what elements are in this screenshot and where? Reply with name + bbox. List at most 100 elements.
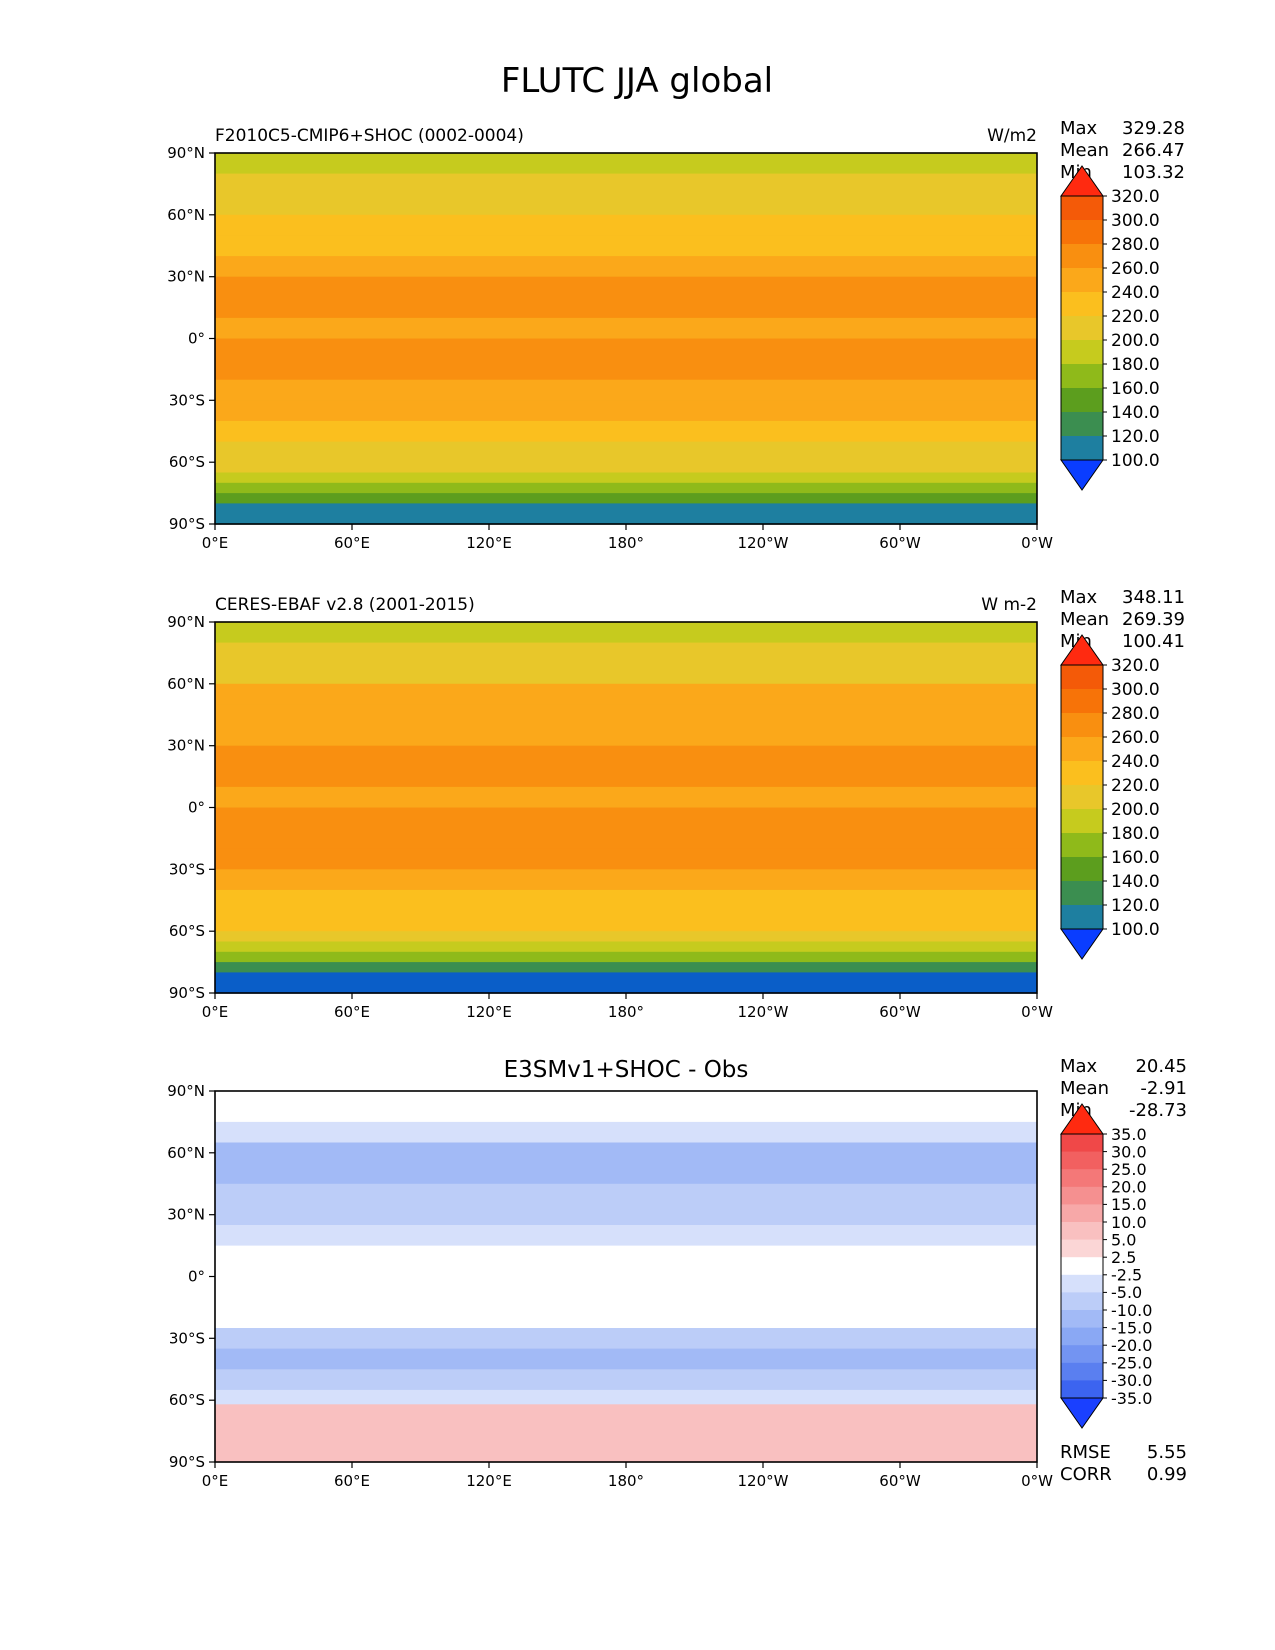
panel-2-max-label: Max — [1060, 587, 1098, 608]
panel-3-min-value: -28.73 — [1129, 1100, 1187, 1121]
lon-tick-label: 180° — [608, 1472, 644, 1490]
colorbar-tick-label: 25.0 — [1111, 1160, 1147, 1179]
field-band-lat-50 — [215, 704, 1037, 726]
panel-3-skill: RMSE 5.55 CORR 0.99 — [1060, 1442, 1187, 1485]
panel-1-lon-ticks: 0°E 60°E 120°E 180° 120°W 60°W 0°W — [202, 524, 1053, 552]
colorbar-tick-label: 30.0 — [1111, 1142, 1147, 1161]
lat-tick-label: 30°N — [167, 737, 205, 755]
lat-tick-label: 60°N — [167, 206, 205, 224]
field-band-lat--70 — [215, 482, 1037, 494]
field-band-lat--70 — [215, 1420, 1037, 1442]
field-band-lat--70 — [215, 951, 1037, 963]
colorbar-tick-label: -35.0 — [1111, 1389, 1152, 1408]
field-band-lat--10 — [215, 828, 1037, 850]
colorbar-extend-min — [1060, 928, 1104, 960]
lat-tick-label: 30°N — [167, 268, 205, 286]
colorbar-tick-label: -25.0 — [1111, 1354, 1152, 1373]
field-band-lat-30 — [215, 745, 1037, 767]
lon-tick-label: 0°W — [1021, 1472, 1053, 1490]
panel-1-mean-label: Mean — [1060, 140, 1109, 161]
colorbar-tick-label: 100.0 — [1111, 451, 1160, 471]
lon-tick-label: 120°E — [466, 1003, 512, 1021]
panel-2-units: W m-2 — [981, 595, 1037, 615]
field-band-lat-80 — [215, 173, 1037, 195]
lat-tick-label: 90°N — [167, 613, 205, 631]
colorbar-segment — [1061, 340, 1103, 365]
colorbar-frame — [1060, 1133, 1104, 1399]
field-band-lat-85 — [215, 1101, 1037, 1123]
field-band-lat--15 — [215, 1307, 1037, 1329]
panel-2-map-field — [215, 622, 1037, 994]
colorbar-tick-label: 120.0 — [1111, 427, 1160, 447]
colorbar-segment — [1061, 1151, 1103, 1170]
panel-1-max-value: 329.28 — [1122, 118, 1185, 139]
panel-2-stats: Max 348.11 Mean 269.39 Min 100.41 — [1060, 587, 1185, 652]
field-band-lat--50 — [215, 910, 1037, 932]
colorbar-segment — [1061, 809, 1103, 834]
field-band-lat--65 — [215, 472, 1037, 484]
field-band-lat-65 — [215, 1142, 1037, 1164]
lon-tick-label: 0°W — [1021, 534, 1053, 552]
colorbar-segment — [1061, 857, 1103, 882]
field-band-lat-70 — [215, 663, 1037, 685]
lat-tick-label: 30°S — [169, 860, 205, 878]
colorbar-tick-label: 180.0 — [1111, 824, 1160, 844]
field-band-lat--62 — [215, 1404, 1037, 1422]
field-band-lat--60 — [215, 931, 1037, 943]
colorbar-segment — [1061, 665, 1103, 690]
colorbar-extend-min — [1060, 1397, 1104, 1429]
panel-3-corr-value: 0.99 — [1147, 1464, 1187, 1485]
lon-tick-label: 180° — [608, 1003, 644, 1021]
colorbar-tick-label: 280.0 — [1111, 704, 1160, 724]
colorbar-tick-label: 200.0 — [1111, 331, 1160, 351]
colorbar-tick-label: 120.0 — [1111, 896, 1160, 916]
field-band-lat--20 — [215, 848, 1037, 870]
colorbar-tick-label: 220.0 — [1111, 776, 1160, 796]
panel-3-rmse-value: 5.55 — [1147, 1442, 1187, 1463]
colorbar-frame — [1060, 664, 1104, 930]
colorbar-segment — [1061, 1292, 1103, 1311]
colorbar-tick-label: 320.0 — [1111, 656, 1160, 676]
panel-3-max-value: 20.45 — [1135, 1056, 1187, 1077]
field-band-lat-10 — [215, 786, 1037, 809]
colorbar-tick-label: 300.0 — [1111, 211, 1160, 231]
colorbar-tick-label: -30.0 — [1111, 1371, 1152, 1390]
colorbar-tick-label: 240.0 — [1111, 283, 1160, 303]
panel-1-max-label: Max — [1060, 118, 1098, 139]
lon-tick-label: 60°W — [879, 1472, 921, 1490]
field-band-lat--35 — [215, 1348, 1037, 1370]
colorbar-tick-label: 20.0 — [1111, 1178, 1147, 1197]
panel-1-mean-value: 266.47 — [1122, 140, 1185, 161]
colorbar-segment — [1061, 713, 1103, 738]
figure-title: FLUTC JJA global — [501, 61, 773, 101]
colorbar-segment — [1061, 1380, 1103, 1399]
lon-tick-label: 0°E — [202, 1003, 229, 1021]
field-band-lat--40 — [215, 420, 1037, 443]
colorbar-tick-label: 180.0 — [1111, 355, 1160, 375]
colorbar-tick-label: -5.0 — [1111, 1283, 1142, 1302]
colorbar-segment — [1061, 412, 1103, 437]
field-band-lat-20 — [215, 297, 1037, 319]
field-band-lat-45 — [215, 1183, 1037, 1205]
colorbar-tick-label: 2.5 — [1111, 1248, 1136, 1267]
lon-tick-label: 60°W — [879, 534, 921, 552]
lat-tick-label: 90°S — [169, 515, 205, 533]
colorbar-tick-label: 35.0 — [1111, 1125, 1147, 1144]
field-band-lat--80 — [215, 1441, 1037, 1463]
field-band-lat-60 — [215, 214, 1037, 236]
field-band-lat-5 — [215, 1266, 1037, 1288]
field-band-lat--30 — [215, 869, 1037, 891]
colorbar-segment — [1061, 905, 1103, 930]
field-band-lat--40 — [215, 889, 1037, 912]
field-band-lat-25 — [215, 1225, 1037, 1247]
panel-3-max-label: Max — [1060, 1056, 1098, 1077]
lon-tick-label: 180° — [608, 534, 644, 552]
panel-3-stats: Max 20.45 Mean -2.91 Min -28.73 — [1060, 1056, 1187, 1121]
colorbar-segment — [1061, 1327, 1103, 1346]
panel-1-map-field — [215, 153, 1037, 525]
colorbar-extend-min — [1060, 459, 1104, 491]
field-band-lat-50 — [215, 235, 1037, 257]
field-band-lat-0 — [215, 807, 1037, 829]
colorbar-segment — [1061, 1257, 1103, 1276]
